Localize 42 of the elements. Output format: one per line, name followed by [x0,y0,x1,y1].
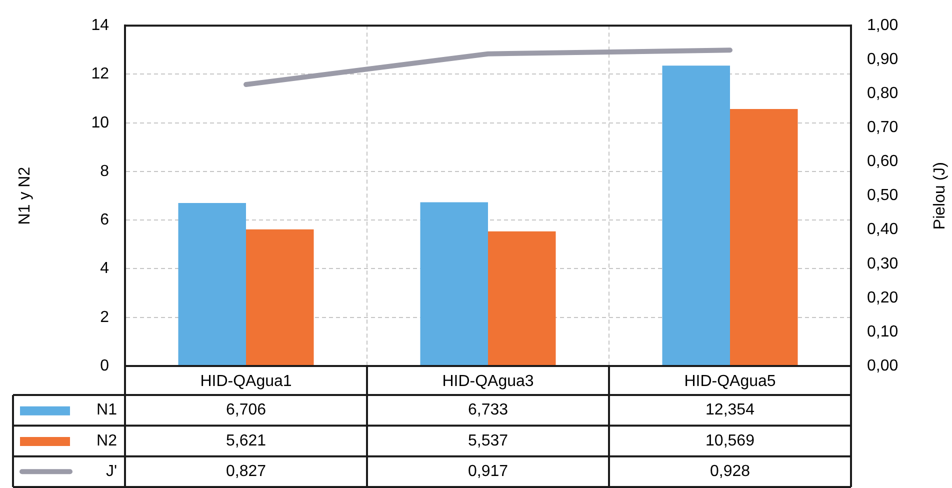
y-tick-label: 0 [100,357,110,374]
bar [488,231,556,366]
y2-axis-title: Pielou (J) [931,162,948,230]
y-tick-label: 14 [91,17,110,34]
y-tick-label: 4 [100,260,110,278]
y2-tick-label: 0,80 [867,85,898,102]
y-tick-label: 6 [100,212,110,229]
x-tick-label: HID-QAgua1 [200,373,292,390]
y-tick-label: 12 [91,66,110,83]
data-label: 5,621 [226,432,266,450]
y2-tick-label: 0,00 [867,357,898,374]
y2-tick-label: 0,30 [867,255,898,272]
bar [420,202,488,366]
bar [246,229,314,366]
y2-tick-label: 0,60 [867,153,898,170]
data-label: 10,569 [706,432,755,450]
x-tick-label: HID-QAgua3 [442,373,534,390]
y-tick-label: 10 [91,114,110,132]
data-label: 0,928 [710,463,750,480]
legend-label: N2 [96,432,118,450]
y2-tick-label: 0,20 [867,289,898,306]
data-label: 12,354 [706,402,755,419]
y2-tick-label: 1,00 [867,17,898,34]
legend-label: N1 [96,402,118,419]
y2-tick-label: 0,70 [867,119,898,136]
y2-tick-label: 0,40 [867,221,898,238]
bar [730,109,798,366]
data-label: 0,917 [468,463,508,480]
bar [662,66,730,366]
y-axis-title: N1 y N2 [16,166,34,225]
data-label: 6,706 [226,402,266,419]
y2-tick-label: 0,50 [867,187,898,204]
y2-tick-label: 0,90 [867,51,898,68]
legend-label: J' [106,463,117,480]
y2-tick-label: 0,10 [867,323,898,340]
bar [178,202,246,366]
data-label: 5,537 [468,432,508,450]
data-label: 0,827 [226,463,266,480]
data-label: 6,733 [468,402,508,419]
y-tick-label: 8 [100,162,110,180]
x-tick-label: HID-QAgua5 [684,373,776,390]
y-tick-label: 2 [100,308,110,326]
